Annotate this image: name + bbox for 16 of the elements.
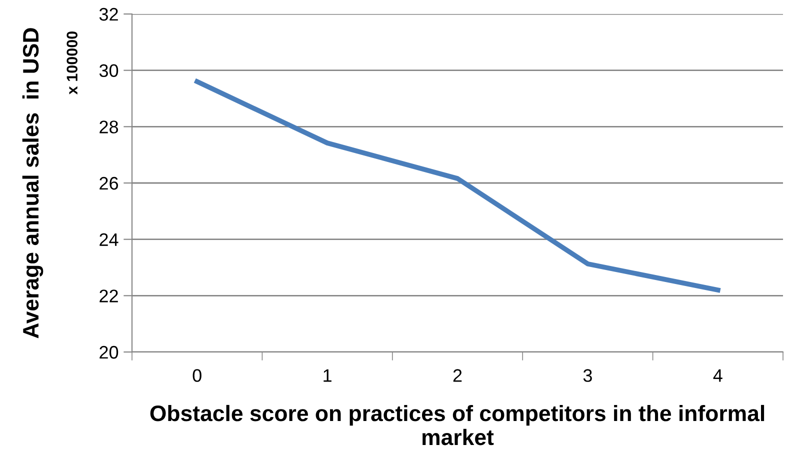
y-tick-label: 22 xyxy=(100,290,118,302)
text: x 100000 xyxy=(66,32,78,95)
y-tick-label: 26 xyxy=(100,176,118,190)
y-tick-label: 20 xyxy=(100,346,118,359)
x-tick-label: 3 xyxy=(583,369,592,382)
y-tick-label: 30 xyxy=(99,64,118,78)
x-tick-label: 2 xyxy=(453,369,462,382)
x-tick-label: 1 xyxy=(324,369,332,382)
y-tick-label: 28 xyxy=(100,120,118,134)
x-tick-label: 4 xyxy=(713,369,722,382)
y-axis-title: Average annual sales in USD xyxy=(22,28,44,338)
y-tick-label: 32 xyxy=(99,8,118,21)
line-series xyxy=(194,79,720,292)
x-axis-title: Obstacle score on practices of competitors in the informal market xyxy=(150,404,764,446)
x-tick-label: 0 xyxy=(192,369,202,382)
y-tick-label: 24 xyxy=(100,233,118,246)
